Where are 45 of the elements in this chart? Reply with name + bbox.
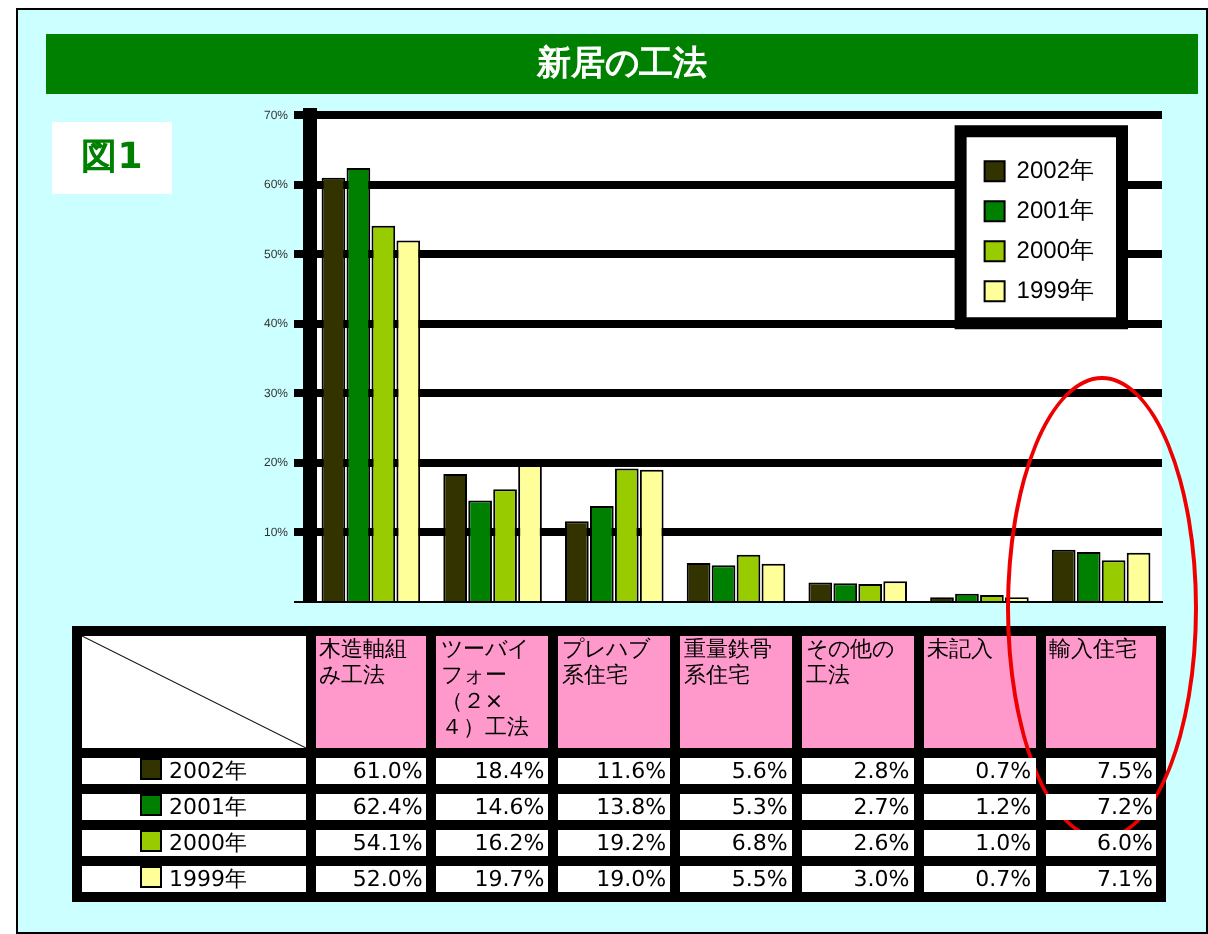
data-label: 19.0% [558, 865, 671, 892]
chart-title: 新居の工法 [46, 34, 1198, 94]
x-tick-label: その他の工法 [801, 636, 914, 748]
data-label: 61.0% [315, 757, 427, 784]
data-label: 2.7% [801, 793, 914, 820]
data-label: 11.6% [558, 757, 671, 784]
data-label: 7.2% [1045, 793, 1157, 820]
data-label: 52.0% [315, 865, 427, 892]
data-label: 1.0% [923, 829, 1036, 856]
text: 1999年 [169, 866, 247, 892]
data-label: 54.1% [315, 829, 427, 856]
legend-label: 2000年 [1016, 235, 1095, 264]
data-label: 0.7% [923, 865, 1036, 892]
x-tick-label: プレハブ系住宅 [558, 636, 671, 748]
data-label: 5.6% [680, 757, 792, 784]
data-label: 6.0% [1045, 829, 1157, 856]
data-label: 7.1% [1045, 865, 1157, 892]
data-label: 13.8% [558, 793, 671, 820]
data-label: 5.3% [680, 793, 792, 820]
text: 2000年 [169, 830, 247, 856]
text: 2002年 [169, 758, 247, 784]
data-label: 19.2% [558, 829, 671, 856]
data-label: 5.5% [680, 865, 792, 892]
data-label: 7.5% [1045, 757, 1157, 784]
x-tick-label: 重量鉄骨系住宅 [680, 636, 792, 748]
data-label: 2.8% [801, 757, 914, 784]
caption: 図1 [52, 122, 172, 194]
legend-label: 1999年 [1016, 275, 1095, 304]
data-label: 18.4% [436, 757, 549, 784]
x-tick-label: 輸入住宅 [1045, 636, 1157, 748]
legend-label: 2001年 [1016, 195, 1095, 224]
data-label: 14.6% [436, 793, 549, 820]
legend-label: 2002年 [1016, 155, 1095, 184]
x-tick-label: ツーバイフォー（２×４）工法 [436, 636, 549, 748]
data-label: 6.8% [680, 829, 792, 856]
x-tick-label: 未記入 [923, 636, 1036, 748]
data-label: 19.7% [436, 865, 549, 892]
data-label: 1.2% [923, 793, 1036, 820]
data-label: 3.0% [801, 865, 914, 892]
data-label: 16.2% [436, 829, 549, 856]
text: 2001年 [169, 794, 247, 820]
data-label: 0.7% [923, 757, 1036, 784]
data-label: 62.4% [315, 793, 427, 820]
x-tick-label: 木造軸組み工法 [315, 636, 427, 748]
data-label: 2.6% [801, 829, 914, 856]
